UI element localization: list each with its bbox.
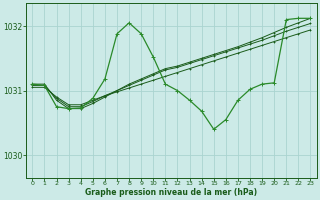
X-axis label: Graphe pression niveau de la mer (hPa): Graphe pression niveau de la mer (hPa) [85, 188, 258, 197]
